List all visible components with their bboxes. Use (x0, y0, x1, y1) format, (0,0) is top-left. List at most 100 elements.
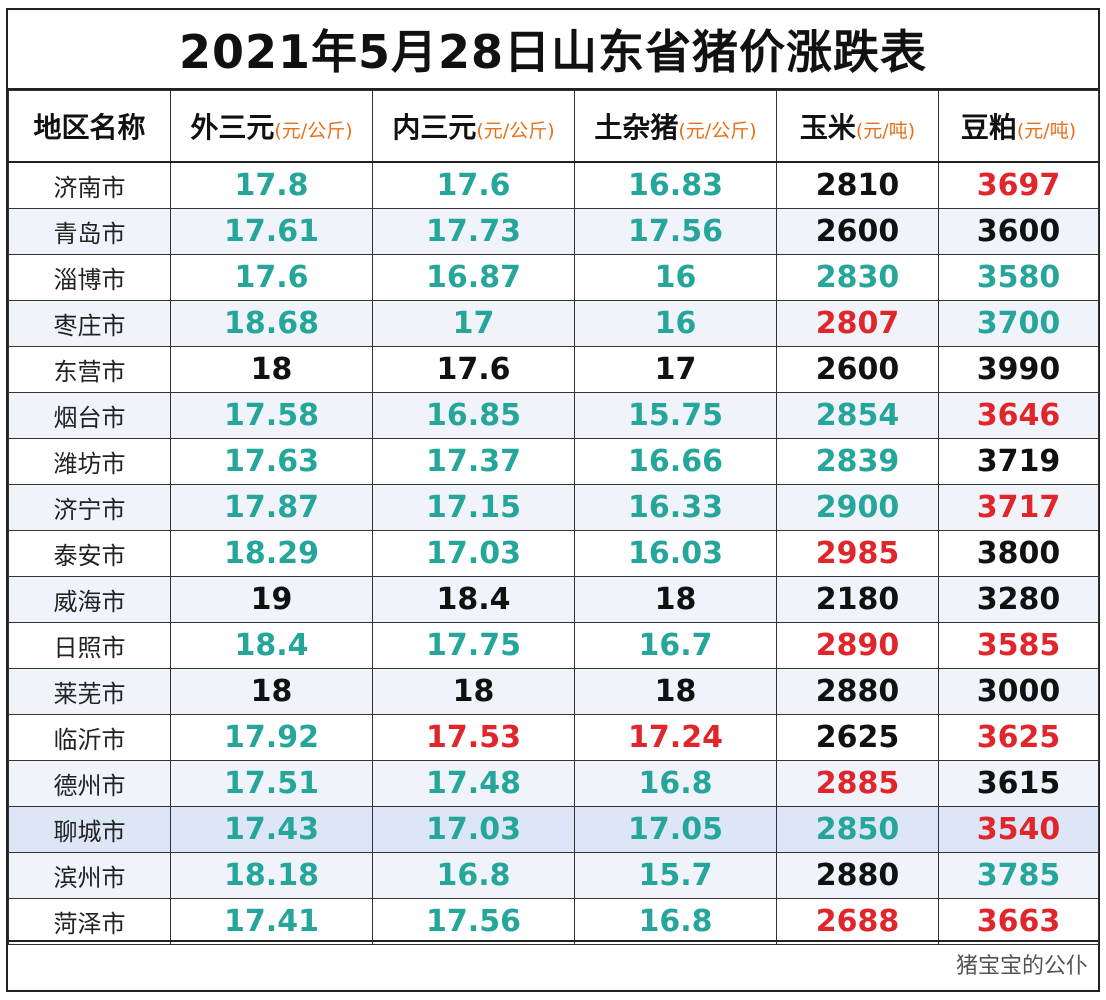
price-cell: 17.41 (170, 898, 373, 945)
price-cell: 15.75 (574, 392, 777, 439)
price-cell: 19 (170, 576, 373, 623)
table-row: 滨州市 18.18 16.8 15.7 2880 3785 (8, 852, 1099, 899)
price-cell: 18.29 (170, 530, 373, 577)
city-name-cell: 威海市 (8, 576, 171, 623)
table-row: 德州市 17.51 17.48 16.8 2885 3615 (8, 760, 1099, 807)
price-cell: 17.73 (372, 208, 575, 255)
price-cell: 16 (574, 254, 777, 301)
city-name-cell: 东营市 (8, 346, 171, 393)
price-cell: 17.75 (372, 622, 575, 669)
table-row: 临沂市 17.92 17.53 17.24 2625 3625 (8, 714, 1099, 761)
price-cell: 3700 (938, 300, 1099, 347)
table-row: 东营市 18 17.6 17 2600 3990 (8, 346, 1099, 393)
price-cell: 2625 (776, 714, 939, 761)
price-cell: 17.43 (170, 806, 373, 853)
city-name-cell: 烟台市 (8, 392, 171, 439)
price-cell: 17.56 (372, 898, 575, 945)
price-cell: 3615 (938, 760, 1099, 807)
table-row: 淄博市 17.6 16.87 16 2830 3580 (8, 254, 1099, 301)
price-cell: 3800 (938, 530, 1099, 577)
price-cell: 2600 (776, 346, 939, 393)
table-row: 济宁市 17.87 17.15 16.33 2900 3717 (8, 484, 1099, 531)
watermark: 猪宝宝的公仆 (955, 954, 1088, 979)
price-cell: 17.92 (170, 714, 373, 761)
price-cell: 3585 (938, 622, 1099, 669)
city-name-cell: 莱芜市 (8, 668, 171, 715)
price-cell: 17.61 (170, 208, 373, 255)
price-cell: 16.03 (574, 530, 777, 577)
price-cell: 17.03 (372, 806, 575, 853)
table-row: 青岛市 17.61 17.73 17.56 2600 3600 (8, 208, 1099, 255)
price-table: 地区名称 外三元(元/公斤) 内三元(元/公斤) 土杂猪(元/公斤) 玉米(元/… (8, 90, 1099, 945)
price-cell: 17.6 (170, 254, 373, 301)
price-cell: 17.6 (372, 346, 575, 393)
table-row: 菏泽市 17.41 17.56 16.8 2688 3663 (8, 898, 1099, 945)
city-name-cell: 临沂市 (8, 714, 171, 761)
price-cell: 2810 (776, 161, 939, 209)
city-name-cell: 济南市 (8, 161, 171, 209)
price-cell: 3785 (938, 852, 1099, 899)
price-cell: 16.33 (574, 484, 777, 531)
price-cell: 2180 (776, 576, 939, 623)
city-name-cell: 青岛市 (8, 208, 171, 255)
price-cell: 2600 (776, 208, 939, 255)
price-cell: 18 (170, 668, 373, 715)
price-cell: 2807 (776, 300, 939, 347)
city-name-cell: 聊城市 (8, 806, 171, 853)
price-cell: 17.53 (372, 714, 575, 761)
table-footer: 猪宝宝的公仆 (8, 940, 1098, 990)
price-cell: 3717 (938, 484, 1099, 531)
price-cell: 17.56 (574, 208, 777, 255)
price-cell: 17 (574, 346, 777, 393)
price-cell: 17.05 (574, 806, 777, 853)
price-cell: 18 (574, 668, 777, 715)
price-cell: 3280 (938, 576, 1099, 623)
price-cell: 2900 (776, 484, 939, 531)
price-cell: 17.24 (574, 714, 777, 761)
price-cell: 3600 (938, 208, 1099, 255)
price-cell: 17.03 (372, 530, 575, 577)
price-cell: 18 (372, 668, 575, 715)
city-name-cell: 滨州市 (8, 852, 171, 899)
header-region: 地区名称 (8, 90, 171, 163)
price-cell: 2688 (776, 898, 939, 945)
price-cell: 16.8 (372, 852, 575, 899)
price-cell: 17.37 (372, 438, 575, 485)
city-name-cell: 潍坊市 (8, 438, 171, 485)
price-cell: 18.18 (170, 852, 373, 899)
price-cell: 18 (170, 346, 373, 393)
price-cell: 18 (574, 576, 777, 623)
price-cell: 17.15 (372, 484, 575, 531)
table-title: 2021年5月28日山东省猪价涨跌表 (8, 10, 1098, 90)
header-row: 地区名称 外三元(元/公斤) 内三元(元/公斤) 土杂猪(元/公斤) 玉米(元/… (8, 90, 1099, 163)
city-name-cell: 日照市 (8, 622, 171, 669)
price-cell: 17.87 (170, 484, 373, 531)
price-cell: 2830 (776, 254, 939, 301)
price-cell: 17.51 (170, 760, 373, 807)
header-tu-za-zhu: 土杂猪(元/公斤) (574, 90, 777, 163)
price-cell: 2885 (776, 760, 939, 807)
table-row: 枣庄市 18.68 17 16 2807 3700 (8, 300, 1099, 347)
price-cell: 2890 (776, 622, 939, 669)
price-cell: 3625 (938, 714, 1099, 761)
price-cell: 17.58 (170, 392, 373, 439)
price-cell: 3719 (938, 438, 1099, 485)
price-cell: 17.8 (170, 161, 373, 209)
price-cell: 18.4 (170, 622, 373, 669)
table-body: 济南市 17.8 17.6 16.83 2810 3697 青岛市 17.61 17.73 17.… (8, 161, 1099, 945)
price-cell: 16 (574, 300, 777, 347)
price-table-frame: 2021年5月28日山东省猪价涨跌表 地区名称 外三元(元/公斤) 内三元(元/… (6, 8, 1100, 992)
price-cell: 16.7 (574, 622, 777, 669)
price-cell: 3646 (938, 392, 1099, 439)
price-cell: 16.85 (372, 392, 575, 439)
table-row: 泰安市 18.29 17.03 16.03 2985 3800 (8, 530, 1099, 577)
table-row: 潍坊市 17.63 17.37 16.66 2839 3719 (8, 438, 1099, 485)
price-cell: 3540 (938, 806, 1099, 853)
table-row: 济南市 17.8 17.6 16.83 2810 3697 (8, 161, 1099, 209)
header-corn: 玉米(元/吨) (776, 90, 939, 163)
table-row: 烟台市 17.58 16.85 15.75 2854 3646 (8, 392, 1099, 439)
city-name-cell: 菏泽市 (8, 898, 171, 945)
price-cell: 2839 (776, 438, 939, 485)
table-row: 日照市 18.4 17.75 16.7 2890 3585 (8, 622, 1099, 669)
price-cell: 3000 (938, 668, 1099, 715)
